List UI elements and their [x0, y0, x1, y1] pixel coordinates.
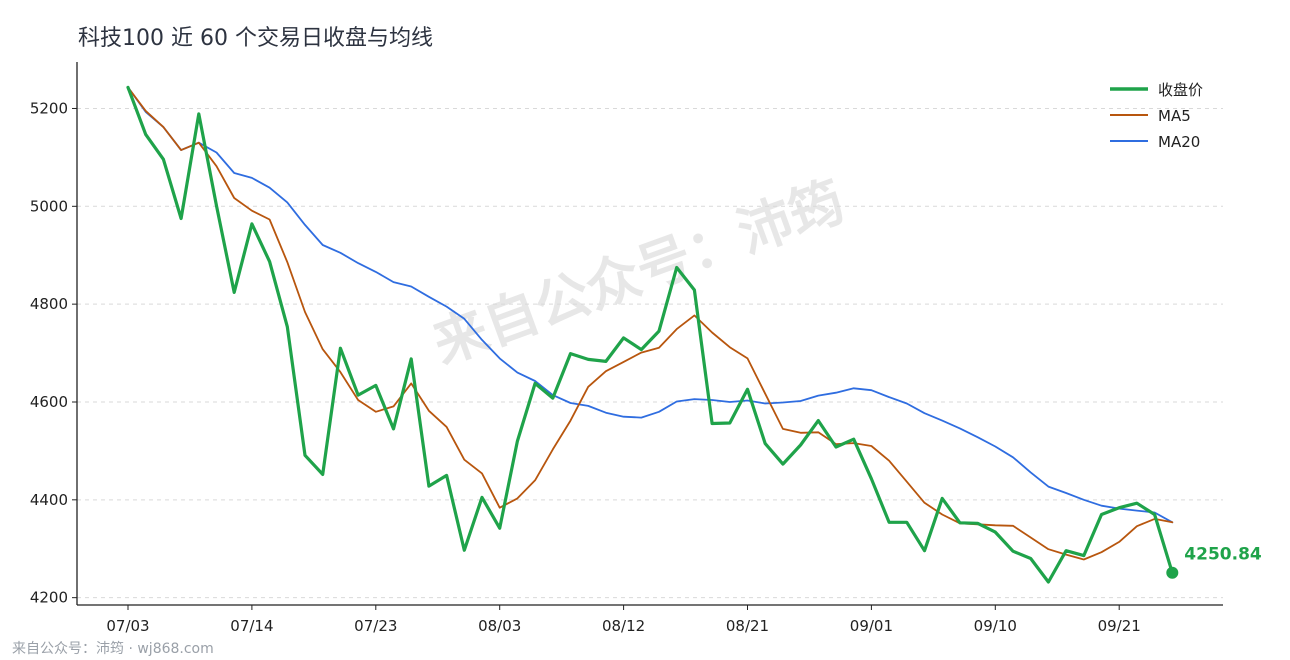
x-tick-label: 09/21 — [1098, 617, 1141, 635]
watermark-text: 来自公众号：沛筠 — [425, 169, 852, 376]
grid-lines — [77, 107, 1223, 599]
axes — [76, 62, 1223, 606]
series-line-ma5 — [127, 86, 1174, 561]
x-tick-label: 07/14 — [230, 617, 273, 635]
y-tick-label: 4600 — [30, 393, 68, 411]
x-tick-label: 09/01 — [850, 617, 893, 635]
y-tick-label: 5000 — [30, 197, 68, 215]
series-lines — [126, 85, 1174, 584]
y-tick-label: 4800 — [30, 295, 68, 313]
y-tick-label: 4200 — [30, 589, 68, 607]
last-point-group: 4250.84 — [1166, 545, 1262, 579]
x-tick-label: 08/21 — [726, 617, 769, 635]
chart-title: 科技100 近 60 个交易日收盘与均线 — [78, 26, 433, 51]
footer-text: 来自公众号：沛筠 · wj868.com — [12, 640, 214, 657]
legend: 收盘价 MA5 MA20 — [1110, 81, 1203, 151]
y-tick-label: 4400 — [30, 491, 68, 509]
y-axis-ticks: 4200 4400 4600 4800 5000 5200 — [30, 99, 77, 607]
legend-label-close: 收盘价 — [1158, 81, 1203, 99]
watermark-group: 来自公众号：沛筠 — [425, 169, 852, 376]
legend-label-ma5: MA5 — [1158, 107, 1191, 125]
last-point-marker — [1166, 566, 1179, 579]
last-value-label: 4250.84 — [1184, 545, 1262, 565]
x-tick-label: 07/23 — [354, 617, 397, 635]
x-tick-label: 09/10 — [974, 617, 1017, 635]
x-axis-ticks: 07/03 07/14 07/23 08/03 08/12 08/21 09/01 09/10… — [106, 605, 1141, 635]
x-tick-label: 08/12 — [602, 617, 645, 635]
series-line-ma20 — [127, 86, 1174, 524]
series-line-close — [126, 85, 1174, 584]
y-tick-label: 5200 — [30, 99, 68, 117]
legend-label-ma20: MA20 — [1158, 133, 1200, 151]
x-tick-label: 07/03 — [106, 617, 149, 635]
x-tick-label: 08/03 — [478, 617, 521, 635]
